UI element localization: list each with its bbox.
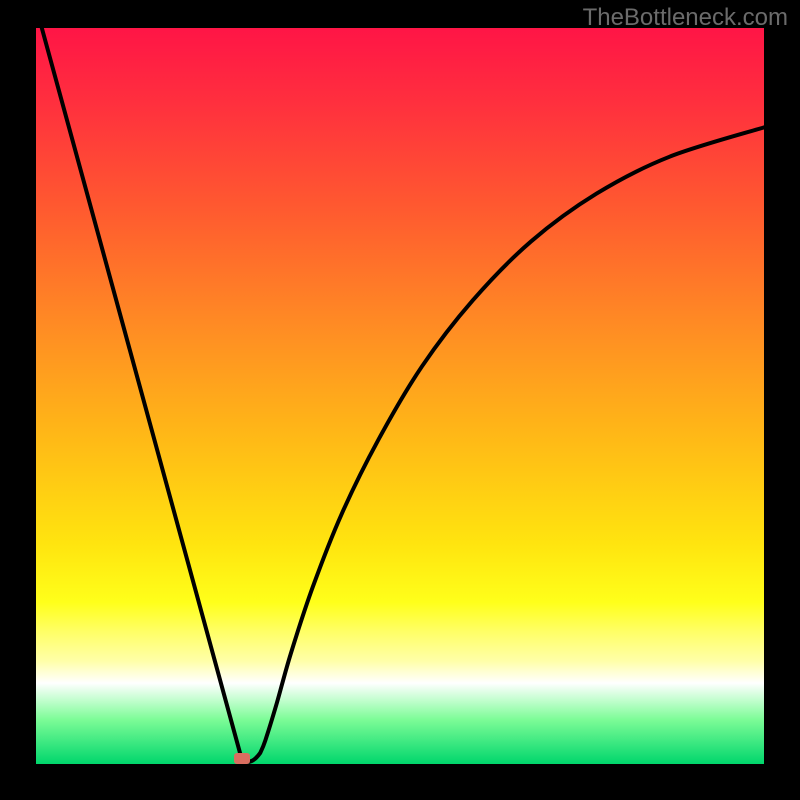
curve-layer bbox=[36, 28, 764, 764]
watermark-text: TheBottleneck.com bbox=[583, 4, 788, 32]
chart-container: TheBottleneck.com bbox=[0, 0, 800, 800]
plot-area bbox=[36, 28, 764, 764]
optimum-marker bbox=[234, 753, 250, 764]
bottleneck-curve bbox=[42, 28, 764, 762]
